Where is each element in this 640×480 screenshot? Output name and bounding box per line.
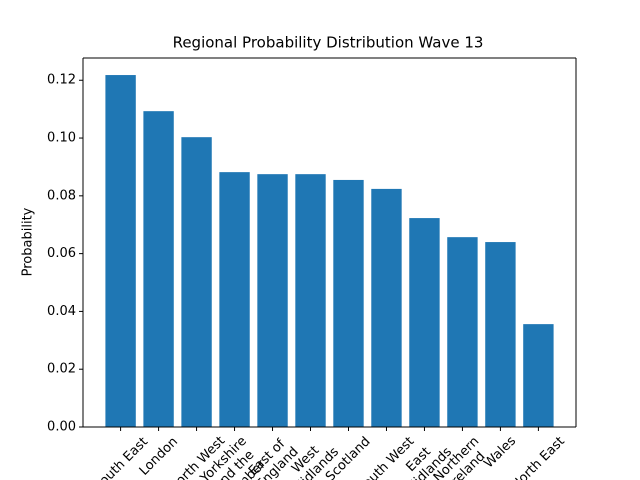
bar xyxy=(371,188,402,427)
bar xyxy=(105,75,136,427)
y-tick-label: 0.00 xyxy=(47,420,76,435)
bar xyxy=(523,324,554,427)
y-tick-label: 0.08 xyxy=(47,188,76,203)
y-tick-label: 0.10 xyxy=(47,131,76,146)
y-tick-label: 0.06 xyxy=(47,246,76,261)
bar xyxy=(181,137,212,427)
y-tick-label: 0.02 xyxy=(47,362,76,377)
bar xyxy=(143,111,174,427)
bar xyxy=(485,242,516,427)
y-axis-label: Probability xyxy=(21,207,36,276)
chart-title: Regional Probability Distribution Wave 1… xyxy=(173,34,484,52)
bar xyxy=(295,174,326,427)
bar xyxy=(257,174,288,427)
bar xyxy=(447,237,478,427)
y-tick-label: 0.12 xyxy=(47,73,76,88)
y-tick-label: 0.04 xyxy=(47,304,76,319)
bar xyxy=(219,172,250,427)
bar xyxy=(333,179,364,427)
bar xyxy=(409,218,440,427)
